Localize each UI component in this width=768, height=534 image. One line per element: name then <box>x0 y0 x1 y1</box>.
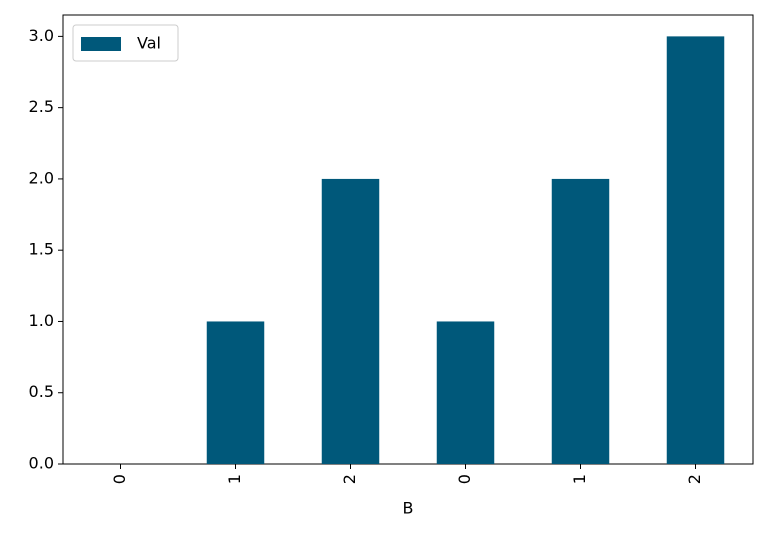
y-tick-label: 2.0 <box>29 168 54 187</box>
legend-label: Val <box>137 34 161 53</box>
y-tick-label: 0.0 <box>29 454 54 473</box>
y-tick-label: 2.5 <box>29 97 54 116</box>
y-tick-label: 3.0 <box>29 26 54 45</box>
x-tick-label: 2 <box>340 474 359 484</box>
y-tick-label: 1.5 <box>29 240 54 259</box>
x-tick-label: 2 <box>685 474 704 484</box>
x-tick-label: 1 <box>570 474 589 484</box>
x-axis-label: B <box>403 499 414 518</box>
bar <box>321 178 380 464</box>
bar <box>436 321 495 464</box>
y-tick-label: 1.0 <box>29 311 54 330</box>
x-tick-label: 1 <box>225 474 244 484</box>
y-tick-label: 0.5 <box>29 382 54 401</box>
x-tick-label: 0 <box>455 474 474 484</box>
axes-frame <box>62 14 754 465</box>
bar <box>206 321 265 464</box>
bar <box>666 36 725 464</box>
bar <box>551 178 610 464</box>
legend-swatch <box>81 37 121 51</box>
legend-frame <box>72 24 179 62</box>
x-tick-label: 0 <box>110 474 129 484</box>
